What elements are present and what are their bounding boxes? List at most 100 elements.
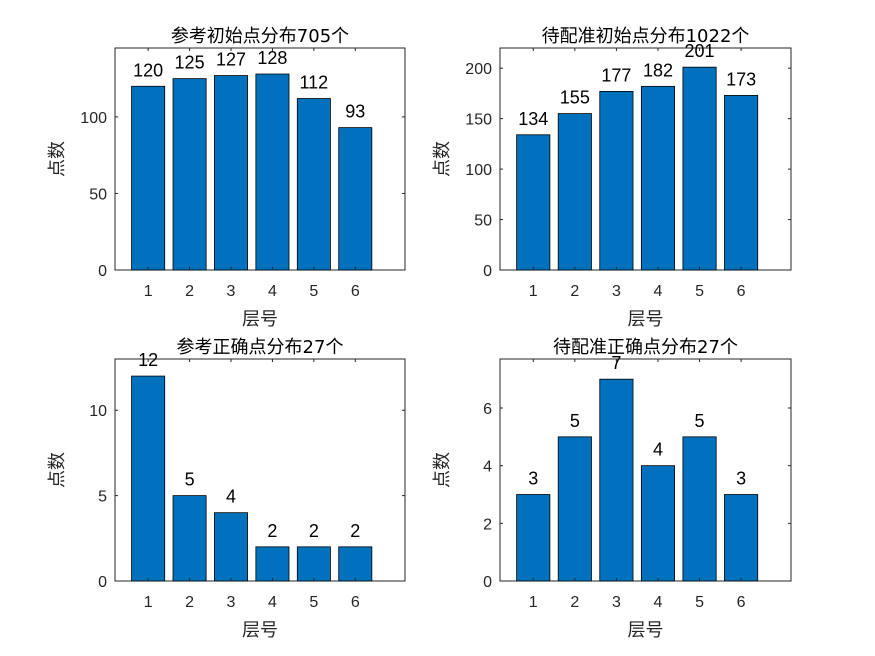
bar bbox=[724, 494, 759, 582]
x-tick-label: 3 bbox=[612, 594, 621, 611]
bar bbox=[599, 90, 634, 271]
x-axis-label: 层号 bbox=[242, 620, 278, 641]
data-label: 5 bbox=[570, 411, 580, 431]
data-label: 112 bbox=[300, 73, 329, 93]
bar bbox=[131, 85, 166, 271]
data-label: 120 bbox=[133, 60, 163, 80]
x-axis-label: 层号 bbox=[242, 309, 278, 330]
y-tick-label: 2 bbox=[483, 516, 492, 533]
panel-ref-initial: 1 2 3 4 5 6 0 50 100 120 125 127 128 112 93 参考初始点分布705个… bbox=[47, 26, 406, 330]
x-tick-label: 3 bbox=[227, 594, 236, 611]
x-tick-label: 2 bbox=[570, 594, 579, 611]
chart-title: 待配准初始点分布1022个 bbox=[542, 26, 750, 47]
data-label: 128 bbox=[257, 48, 287, 68]
x-tick-label: 4 bbox=[268, 283, 277, 300]
y-tick-label: 4 bbox=[483, 459, 492, 476]
data-label: 4 bbox=[226, 487, 236, 507]
bar bbox=[172, 78, 207, 271]
bar bbox=[338, 546, 373, 582]
bar bbox=[557, 113, 592, 271]
x-tick-label: 4 bbox=[268, 594, 277, 611]
x-tick-label: 3 bbox=[227, 283, 236, 300]
x-tick-label: 5 bbox=[309, 283, 318, 300]
data-label: 201 bbox=[685, 41, 715, 61]
bar bbox=[682, 66, 717, 271]
data-label: 2 bbox=[309, 521, 319, 541]
data-label: 5 bbox=[695, 411, 705, 431]
data-label: 134 bbox=[518, 109, 548, 129]
data-label: 3 bbox=[736, 469, 746, 489]
data-label: 12 bbox=[138, 350, 158, 370]
y-tick-label: 50 bbox=[89, 186, 107, 203]
y-tick-label: 0 bbox=[98, 263, 107, 280]
bar bbox=[682, 436, 717, 582]
x-tick-label: 2 bbox=[185, 594, 194, 611]
data-label: 173 bbox=[726, 69, 756, 89]
chart-title: 参考初始点分布705个 bbox=[171, 26, 349, 47]
x-axis-label: 层号 bbox=[628, 620, 664, 641]
x-tick-label: 5 bbox=[695, 283, 704, 300]
bar bbox=[640, 465, 675, 582]
y-tick-label: 100 bbox=[465, 162, 492, 179]
x-tick-label: 2 bbox=[185, 283, 194, 300]
bar bbox=[214, 512, 248, 582]
x-tick-label: 6 bbox=[737, 283, 746, 300]
x-tick-label: 6 bbox=[737, 594, 746, 611]
bar bbox=[172, 495, 207, 582]
y-axis-label: 点数 bbox=[432, 452, 453, 488]
data-label: 177 bbox=[601, 65, 631, 85]
y-tick-label: 100 bbox=[80, 110, 107, 127]
chart-title: 待配准正确点分布27个 bbox=[553, 337, 738, 358]
y-tick-label: 0 bbox=[483, 574, 492, 591]
bar bbox=[296, 98, 331, 271]
bar bbox=[214, 75, 248, 271]
bar bbox=[599, 378, 634, 582]
x-tick-label: 1 bbox=[529, 594, 538, 611]
x-tick-label: 6 bbox=[351, 283, 360, 300]
bar bbox=[255, 73, 290, 271]
x-tick-label: 1 bbox=[144, 594, 153, 611]
y-tick-label: 10 bbox=[89, 403, 107, 420]
y-tick-label: 50 bbox=[474, 213, 492, 230]
data-label: 2 bbox=[350, 521, 360, 541]
bar bbox=[516, 134, 551, 271]
data-label: 4 bbox=[653, 440, 663, 460]
x-tick-label: 6 bbox=[351, 594, 360, 611]
bar bbox=[516, 494, 551, 582]
x-axis-label: 层号 bbox=[628, 309, 664, 330]
y-tick-label: 0 bbox=[483, 263, 492, 280]
data-label: 5 bbox=[185, 470, 195, 490]
data-label: 155 bbox=[560, 88, 590, 108]
y-tick-label: 5 bbox=[98, 489, 107, 506]
x-tick-label: 4 bbox=[654, 283, 663, 300]
data-label: 127 bbox=[216, 50, 246, 70]
data-label: 125 bbox=[175, 53, 205, 73]
bar bbox=[640, 85, 675, 271]
x-tick-label: 4 bbox=[654, 594, 663, 611]
panel-reg-initial: 1 2 3 4 5 6 0 50 100 150 200 134 155 177 182 201 173 待配准初… bbox=[432, 26, 792, 330]
chart-title: 参考正确点分布27个 bbox=[177, 337, 344, 358]
y-tick-label: 150 bbox=[465, 112, 492, 129]
bar bbox=[131, 375, 166, 582]
y-axis-label: 点数 bbox=[47, 452, 68, 488]
y-tick-label: 0 bbox=[98, 574, 107, 591]
x-tick-label: 5 bbox=[695, 594, 704, 611]
y-axis-label: 点数 bbox=[432, 141, 453, 177]
x-tick-label: 2 bbox=[570, 283, 579, 300]
data-label: 3 bbox=[528, 469, 538, 489]
bar bbox=[255, 546, 290, 582]
y-tick-label: 200 bbox=[465, 61, 492, 78]
x-tick-label: 5 bbox=[309, 594, 318, 611]
data-label: 93 bbox=[345, 102, 365, 122]
bar bbox=[557, 436, 592, 582]
data-label: 182 bbox=[643, 60, 673, 80]
x-tick-label: 1 bbox=[144, 283, 153, 300]
bar bbox=[724, 95, 759, 271]
x-tick-label: 3 bbox=[612, 283, 621, 300]
data-label: 7 bbox=[611, 353, 621, 373]
bar bbox=[296, 546, 331, 582]
data-label: 2 bbox=[267, 521, 277, 541]
